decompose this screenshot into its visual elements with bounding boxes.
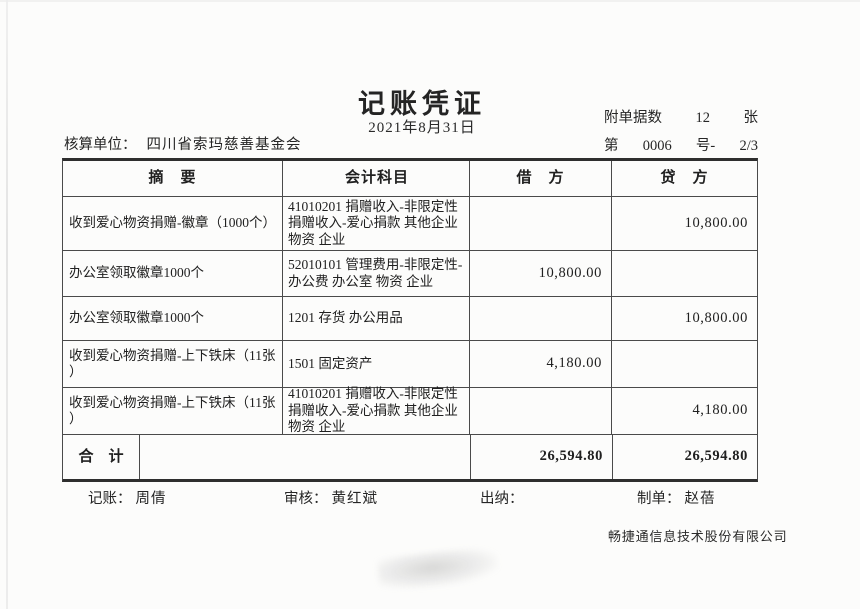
debit-cell	[470, 297, 612, 340]
preparer-name: 赵蓓	[684, 491, 716, 507]
account-cell: 1201 存货 办公用品	[283, 297, 470, 340]
accounting-unit-line: 核算单位： 四川省索玛慈善基金会	[64, 133, 302, 154]
number-suffix: 号-	[695, 138, 716, 154]
number-prefix: 第	[604, 138, 619, 154]
total-debit-cell: 26,594.80	[471, 435, 613, 479]
attachment-label: 附单据数	[604, 110, 662, 126]
bookkeeper-name: 周倩	[135, 491, 167, 507]
reviewer-label: 审核：	[284, 491, 328, 507]
summary-cell: 办公室领取徽章1000个	[63, 251, 283, 296]
summary-cell: 收到爱心物资捐赠-上下铁床（11张 ）	[63, 341, 283, 387]
header-summary: 摘 要	[63, 161, 283, 196]
voucher-date: 2021年8月31日	[368, 120, 476, 136]
table-row: 收到爱心物资捐赠-上下铁床（11张 ） 41010201 捐赠收入-非限定性 捐…	[63, 386, 757, 435]
total-credit-cell: 26,594.80	[684, 448, 748, 465]
voucher-number-line: 第 0006 号- 2/3	[604, 134, 758, 155]
table-header-row: 摘 要 会计科目 借 方 贷 方	[63, 161, 757, 197]
reviewer-signature: 审核： 黄红斌	[284, 487, 378, 508]
accounting-unit-name: 四川省索玛慈善基金会	[146, 137, 302, 153]
table-row: 收到爱心物资捐赠-徽章（1000个） 41010201 捐赠收入-非限定性 捐赠…	[63, 197, 757, 251]
debit-cell	[470, 388, 612, 434]
voucher-info-block: 附单据数 12 张 第 0006 号- 2/3	[604, 106, 758, 155]
cashier-label: 出纳：	[480, 491, 524, 507]
voucher-number: 0006	[642, 138, 672, 154]
scan-smudge-artifact	[376, 545, 500, 593]
debit-cell	[470, 197, 612, 250]
summary-cell: 办公室领取徽章1000个	[63, 297, 283, 340]
header-account: 会计科目	[283, 161, 470, 196]
credit-cell: 10,800.00	[684, 214, 748, 231]
credit-cell	[612, 341, 757, 387]
account-cell: 41010201 捐赠收入-非限定性 捐赠收入-爱心捐款 其他企业 物资 企业	[283, 197, 470, 250]
page-title: 记账凭证	[358, 89, 486, 119]
attachment-count: 12	[695, 110, 711, 126]
voucher-table: 摘 要 会计科目 借 方 贷 方 收到爱心物资捐赠-徽章（1000个） 4101…	[62, 158, 758, 482]
table-row: 办公室领取徽章1000个 1201 存货 办公用品 10,800.00	[63, 297, 757, 341]
table-total-row: 合 计 26,594.80 26,594.80	[63, 435, 757, 479]
debit-cell: 4,180.00	[470, 341, 612, 387]
scan-edge-top	[0, 0, 860, 2]
account-cell: 1501 固定资产	[283, 341, 470, 387]
table-row: 办公室领取徽章1000个 52010101 管理费用-非限定性- 办公费 办公室…	[63, 251, 757, 297]
reviewer-name: 黄红斌	[331, 491, 378, 507]
credit-cell: 10,800.00	[684, 309, 748, 326]
attachment-unit: 张	[743, 110, 759, 126]
header-debit: 借 方	[470, 161, 612, 196]
debit-cell: 10,800.00	[470, 251, 612, 296]
credit-cell: 4,180.00	[692, 402, 748, 419]
account-cell: 41010201 捐赠收入-非限定性 捐赠收入-爱心捐款 其他企业 物资 企业	[283, 386, 470, 434]
accounting-unit-label: 核算单位：	[64, 137, 137, 153]
preparer-signature: 制单： 赵蓓	[637, 487, 716, 508]
scan-edge-left	[6, 0, 8, 609]
signature-row: 记账： 周倩 审核： 黄红斌 出纳： 制单： 赵蓓	[62, 487, 758, 509]
cashier-signature: 出纳：	[480, 487, 528, 508]
table-row: 收到爱心物资捐赠-上下铁床（11张 ） 1501 固定资产 4,180.00	[63, 341, 757, 388]
total-label: 合 计	[63, 435, 140, 479]
total-empty-cell	[140, 435, 471, 479]
header-credit: 贷 方	[660, 170, 709, 187]
credit-cell	[612, 251, 757, 296]
preparer-label: 制单：	[637, 491, 681, 507]
bookkeeper-signature: 记账： 周倩	[88, 487, 167, 508]
page-indicator: 2/3	[739, 138, 758, 154]
account-cell: 52010101 管理费用-非限定性- 办公费 办公室 物资 企业	[283, 251, 470, 296]
summary-cell: 收到爱心物资捐赠-上下铁床（11张 ）	[63, 388, 283, 434]
software-vendor-name: 畅捷通信息技术股份有限公司	[608, 529, 788, 544]
bookkeeper-label: 记账：	[88, 491, 132, 507]
summary-cell: 收到爱心物资捐赠-徽章（1000个）	[63, 197, 283, 250]
attachment-count-line: 附单据数 12 张	[604, 106, 758, 127]
